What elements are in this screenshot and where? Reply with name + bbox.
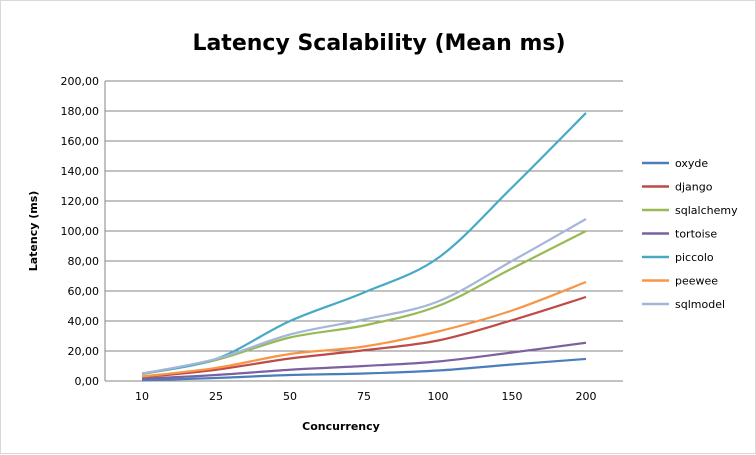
- y-tick-label: 60,00: [68, 285, 100, 298]
- legend-label-django: django: [675, 181, 713, 194]
- y-tick-label: 20,00: [68, 345, 100, 358]
- series-line-sqlmodel: [141, 218, 587, 375]
- x-axis-label: Concurrency: [302, 420, 380, 433]
- chart-title: Latency Scalability (Mean ms): [192, 31, 565, 56]
- series-line-django: [141, 295, 587, 379]
- y-tick-label: 200,00: [61, 75, 100, 88]
- legend-label-oxyde: oxyde: [675, 157, 708, 170]
- x-tick-label: 10: [135, 390, 149, 403]
- y-tick-label: 120,00: [61, 195, 100, 208]
- series-line-peewee: [141, 280, 587, 378]
- legend-label-peewee: peewee: [675, 275, 718, 288]
- legend-label-tortoise: tortoise: [675, 228, 717, 241]
- x-tick-label: 150: [502, 390, 523, 403]
- x-tick-label: 100: [428, 390, 449, 403]
- y-tick-label: 160,00: [61, 135, 100, 148]
- legend-label-sqlmodel: sqlmodel: [675, 298, 725, 311]
- y-tick-label: 0,00: [75, 375, 100, 388]
- legend-label-sqlalchemy: sqlalchemy: [675, 204, 738, 217]
- series-line-sqlalchemy: [141, 230, 587, 376]
- y-axis-label: Latency (ms): [27, 191, 40, 272]
- y-tick-label: 40,00: [68, 315, 100, 328]
- x-tick-label: 75: [357, 390, 371, 403]
- series-line-piccolo: [141, 112, 587, 375]
- y-tick-label: 140,00: [61, 165, 100, 178]
- series-line-oxyde: [141, 357, 587, 382]
- x-tick-label: 50: [283, 390, 297, 403]
- legend-label-piccolo: piccolo: [675, 251, 714, 264]
- x-tick-label: 200: [576, 390, 597, 403]
- x-tick-label: 25: [209, 390, 223, 403]
- series-line-tortoise: [141, 341, 587, 380]
- y-tick-label: 180,00: [61, 105, 100, 118]
- y-tick-label: 100,00: [61, 225, 100, 238]
- y-tick-label: 80,00: [68, 255, 100, 268]
